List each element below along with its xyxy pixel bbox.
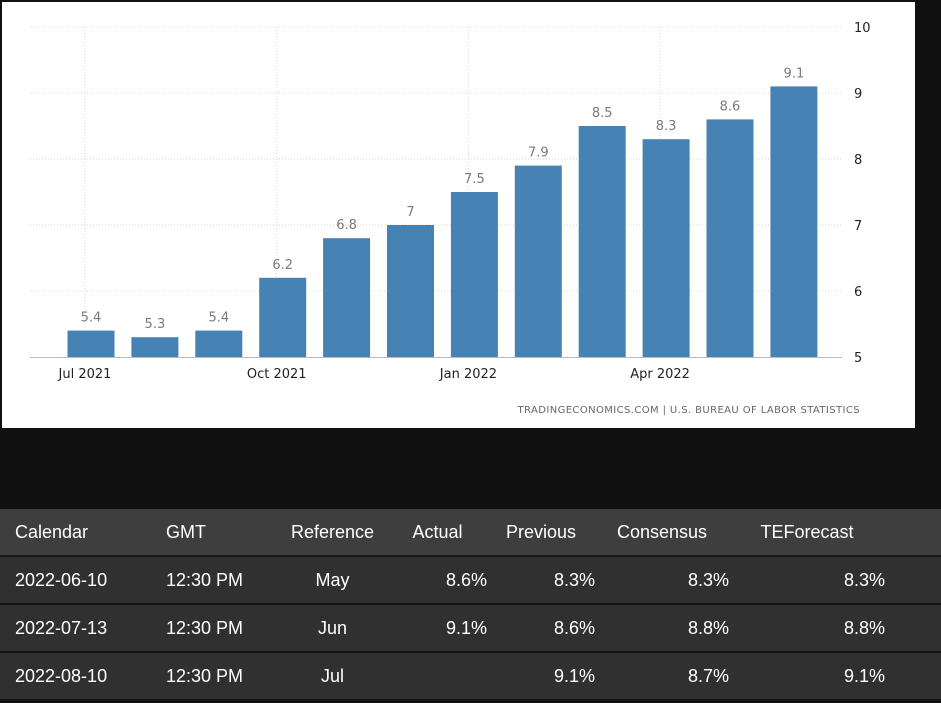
cell-teforecast: 8.3% [729, 556, 941, 605]
cell-teforecast: 9.1% [729, 652, 941, 701]
calendar-table: Calendar GMT Reference Actual Previous C… [0, 509, 941, 701]
cell-gmt: 12:30 PM [166, 604, 277, 653]
table-header-row: Calendar GMT Reference Actual Previous C… [0, 509, 941, 557]
y-tick-label: 5 [854, 351, 862, 366]
source-attribution: TRADINGECONOMICS.COM | U.S. BUREAU OF LA… [517, 405, 860, 416]
cell-calendar: 2022-06-10 [0, 556, 166, 605]
bar-value-label: 9.1 [784, 66, 805, 81]
bar-value-label: 5.4 [81, 311, 102, 326]
bar [578, 126, 626, 357]
cell-teforecast: 8.8% [729, 604, 941, 653]
cell-reference: May [277, 556, 388, 605]
bar-value-label: 6.8 [336, 218, 357, 233]
header-teforecast[interactable]: TEForecast [729, 509, 941, 557]
bar-value-label: 7 [406, 205, 414, 220]
bar-value-label: 5.3 [145, 317, 166, 332]
y-tick-label: 7 [854, 219, 862, 234]
cell-consensus: 8.3% [595, 556, 729, 605]
bar-chart: 5 6 7 8 9 10 Jul 2021 Oct 2021 Jan 2022 Apr 2022 5… [30, 21, 871, 416]
chart-panel: 5 6 7 8 9 10 Jul 2021 Oct 2021 Jan 2022 Apr 2022 5… [2, 2, 915, 428]
bar [131, 337, 179, 357]
bar [514, 165, 562, 357]
bar-value-label: 7.5 [464, 172, 485, 187]
bar [67, 330, 115, 357]
x-tick-label: Apr 2022 [630, 367, 690, 382]
bar-value-label: 8.6 [720, 99, 741, 114]
x-tick-label: Jan 2022 [439, 367, 497, 382]
cell-previous: 8.6% [487, 604, 595, 653]
bar [259, 277, 307, 357]
bar [642, 139, 690, 357]
bar-value-label: 8.5 [592, 106, 613, 121]
cell-reference: Jul [277, 652, 388, 701]
cell-actual: 9.1% [388, 604, 487, 653]
y-tick-label: 6 [854, 285, 862, 300]
header-gmt[interactable]: GMT [166, 509, 277, 557]
cell-previous: 8.3% [487, 556, 595, 605]
cell-actual [388, 652, 487, 701]
table-row: 2022-07-13 12:30 PM Jun 9.1% 8.6% 8.8% 8… [0, 604, 941, 653]
table-row: 2022-08-10 12:30 PM Jul 9.1% 8.7% 9.1% [0, 652, 941, 701]
bar [450, 192, 498, 357]
bar-value-label: 6.2 [272, 258, 293, 273]
header-consensus[interactable]: Consensus [595, 509, 729, 557]
header-calendar[interactable]: Calendar [0, 509, 166, 557]
bar [195, 330, 243, 357]
cell-gmt: 12:30 PM [166, 652, 277, 701]
bar [387, 225, 434, 357]
y-tick-label: 9 [854, 87, 862, 102]
header-previous[interactable]: Previous [487, 509, 595, 557]
cell-gmt: 12:30 PM [166, 556, 277, 605]
cell-consensus: 8.7% [595, 652, 729, 701]
bar-value-label: 8.3 [656, 119, 677, 134]
cell-reference: Jun [277, 604, 388, 653]
cell-calendar: 2022-08-10 [0, 652, 166, 701]
bar [323, 238, 371, 357]
table-row: 2022-06-10 12:30 PM May 8.6% 8.3% 8.3% 8… [0, 556, 941, 605]
x-tick-label: Jul 2021 [58, 367, 112, 382]
cell-consensus: 8.8% [595, 604, 729, 653]
bar [706, 119, 754, 358]
cell-previous: 9.1% [487, 652, 595, 701]
bar [770, 86, 818, 358]
y-tick-label: 8 [854, 153, 862, 168]
bar-value-label: 5.4 [208, 311, 229, 326]
bar-value-label: 7.9 [528, 146, 549, 161]
y-tick-label: 10 [854, 21, 871, 36]
header-actual[interactable]: Actual [388, 509, 487, 557]
cell-actual: 8.6% [388, 556, 487, 605]
header-reference[interactable]: Reference [277, 509, 388, 557]
x-tick-label: Oct 2021 [247, 367, 307, 382]
cell-calendar: 2022-07-13 [0, 604, 166, 653]
